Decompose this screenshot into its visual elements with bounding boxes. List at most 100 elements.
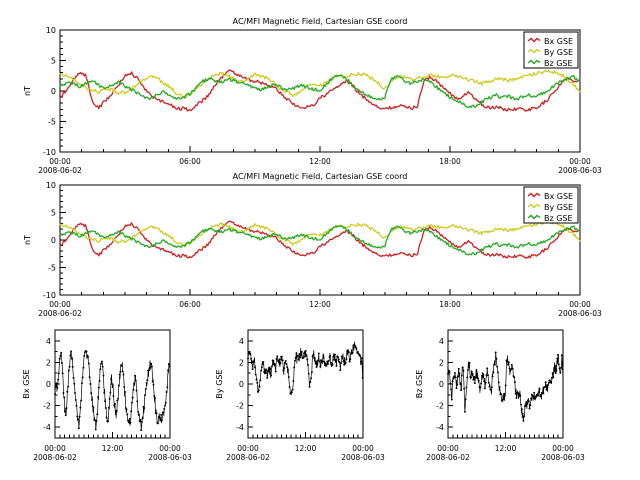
bottom-mid-panel-datapoint bbox=[300, 353, 303, 356]
bottom-right-panel-datapoint bbox=[507, 361, 510, 364]
bottom-left-panel-datapoint bbox=[59, 354, 62, 357]
bottom-left-panel-datapoint bbox=[57, 372, 60, 375]
bottom-left-panel-datapoint bbox=[72, 376, 75, 379]
top-panel-trace-bz bbox=[59, 74, 581, 109]
bottom-right-panel-datapoint bbox=[491, 375, 494, 378]
bottom-mid-panel-datapoint bbox=[284, 359, 287, 362]
bottom-right-panel-datapoint bbox=[553, 369, 556, 371]
top-panel-xtick-date: 2008-06-03 bbox=[558, 166, 602, 175]
bottom-right-panel-datapoint bbox=[477, 377, 479, 380]
bottom-right-panel-datapoint bbox=[477, 379, 480, 382]
bottom-mid-panel-datapoint bbox=[293, 366, 296, 369]
bottom-mid-panel-datapoint bbox=[285, 362, 288, 365]
bottom-right-panel-datapoint bbox=[559, 371, 562, 374]
bottom-right-panel-datapoint bbox=[472, 378, 475, 381]
bottom-left-panel-datapoint bbox=[137, 413, 140, 416]
bottom-right-panel-datapoint bbox=[539, 395, 542, 398]
bottom-left-panel-datapoint bbox=[97, 386, 100, 389]
bottom-mid-panel-ytick-label: 2 bbox=[239, 358, 244, 367]
bottom-left-panel-datapoint bbox=[69, 354, 72, 357]
top-panel-legend-label: Bz GSE bbox=[544, 59, 573, 68]
bottom-right-panel-datapoint bbox=[496, 365, 499, 368]
bottom-right-panel-datapoint bbox=[528, 407, 531, 410]
top-panel-trace-bx bbox=[59, 69, 581, 112]
bottom-mid-panel-datapoint bbox=[307, 363, 309, 366]
top-panel-ytick-label: 0 bbox=[51, 87, 56, 96]
bottom-right-panel-ytick-label: -2 bbox=[436, 402, 444, 411]
bottom-left-panel-ytick-label: -2 bbox=[43, 402, 51, 411]
bottom-left-panel-datapoint bbox=[150, 365, 153, 368]
bottom-mid-panel-datapoint bbox=[270, 365, 273, 368]
bottom-mid-panel-ylabel: By GSE bbox=[215, 369, 224, 398]
bottom-right-panel-datapoint bbox=[550, 381, 553, 384]
bottom-right-panel-datapoint bbox=[534, 396, 537, 399]
bottom-right-panel-datapoint bbox=[494, 351, 497, 354]
bottom-mid-panel-datapoint bbox=[333, 358, 336, 361]
bottom-mid-panel-datapoint bbox=[347, 349, 349, 352]
bottom-mid-panel-datapoint bbox=[335, 365, 338, 367]
middle-panel-legend-swatch-1 bbox=[527, 203, 541, 209]
bottom-mid-panel-datapoint bbox=[273, 363, 276, 366]
bottom-right-panel-xtick-date: 2008-06-03 bbox=[541, 453, 585, 462]
bottom-mid-panel-datapoint bbox=[257, 390, 259, 393]
bottom-right-panel-datapoint bbox=[503, 392, 506, 395]
bottom-right-panel-datapoint bbox=[554, 364, 557, 367]
bottom-left-panel-datapoint bbox=[65, 407, 68, 410]
bottom-mid-panel-datapoint bbox=[263, 368, 266, 371]
bottom-right-panel-datapoint bbox=[540, 393, 543, 396]
bottom-mid-panel-xtick-date: 2008-06-03 bbox=[341, 453, 385, 462]
top-panel-legend-swatch-2 bbox=[527, 59, 541, 65]
bottom-left-panel-datapoint bbox=[115, 409, 118, 412]
bottom-mid-panel-datapoint bbox=[352, 346, 355, 349]
bottom-right-panel-datapoint bbox=[543, 386, 546, 388]
bottom-right-panel-datapoint bbox=[550, 376, 553, 379]
bottom-mid-panel-datapoint bbox=[331, 363, 334, 366]
bottom-left-panel-datapoint bbox=[80, 382, 83, 385]
bottom-right-panel-datapoint bbox=[551, 372, 554, 375]
bottom-left-panel-datapoint bbox=[134, 379, 137, 382]
bottom-mid-panel-datapoint bbox=[265, 369, 268, 372]
bottom-left-panel-datapoint bbox=[74, 392, 76, 394]
bottom-right-panel-datapoint bbox=[513, 376, 516, 379]
bottom-right-panel-datapoint bbox=[522, 419, 525, 422]
bottom-right-panel-datapoint bbox=[542, 392, 545, 395]
bottom-right-panel-datapoint bbox=[479, 386, 482, 389]
bottom-right-panel-datapoint bbox=[527, 400, 530, 403]
bottom-left-panel-datapoint bbox=[96, 413, 99, 416]
bottom-left-panel-datapoint bbox=[112, 395, 115, 397]
bottom-mid-panel-datapoint bbox=[276, 355, 279, 358]
bottom-right-panel-datapoint bbox=[450, 388, 453, 391]
bottom-right-panel-datapoint bbox=[519, 394, 522, 397]
bottom-mid-panel-datapoint bbox=[321, 360, 324, 363]
bottom-right-panel-datapoint bbox=[524, 405, 527, 408]
top-panel-title: AC/MFI Magnetic Field, Cartesian GSE coo… bbox=[233, 17, 408, 26]
bottom-mid-panel-datapoint bbox=[322, 357, 325, 360]
bottom-right-panel-datapoint bbox=[463, 410, 466, 413]
middle-panel-ytick-label: 5 bbox=[51, 209, 56, 218]
bottom-left-panel-datapoint bbox=[167, 369, 170, 372]
bottom-mid-panel-datapoint bbox=[340, 355, 343, 358]
bottom-mid-panel-datapoint bbox=[342, 360, 345, 363]
bottom-right-panel-datapoint bbox=[461, 366, 464, 369]
bottom-left-panel-datapoint bbox=[79, 406, 82, 409]
top-panel-xtick-label: 00:00 bbox=[569, 157, 591, 166]
bottom-right-panel-datapoint bbox=[483, 380, 486, 383]
top-panel-trace-by bbox=[59, 69, 581, 98]
bottom-mid-panel-datapoint bbox=[297, 358, 300, 361]
bottom-left-panel-datapoint bbox=[117, 397, 120, 400]
bottom-mid-panel-datapoint bbox=[308, 385, 311, 388]
bottom-mid-panel-datapoint bbox=[339, 369, 342, 372]
bottom-mid-panel-datapoint bbox=[353, 344, 356, 347]
bottom-left-panel-datapoint bbox=[164, 401, 167, 404]
bottom-mid-panel-datapoint bbox=[307, 372, 310, 375]
bottom-right-panel-datapoint bbox=[511, 367, 514, 370]
bottom-left-panel-datapoint bbox=[122, 373, 125, 376]
bottom-left-panel-datapoint bbox=[164, 404, 166, 407]
bottom-left-panel-datapoint bbox=[137, 410, 140, 413]
bottom-right-panel-datapoint bbox=[467, 369, 469, 371]
bottom-right-panel-datapoint bbox=[558, 367, 561, 370]
bottom-left-panel-datapoint bbox=[92, 406, 95, 409]
middle-panel-title: AC/MFI Magnetic Field, Cartesian GSE coo… bbox=[233, 172, 408, 181]
bottom-right-panel-datapoint bbox=[483, 387, 486, 390]
